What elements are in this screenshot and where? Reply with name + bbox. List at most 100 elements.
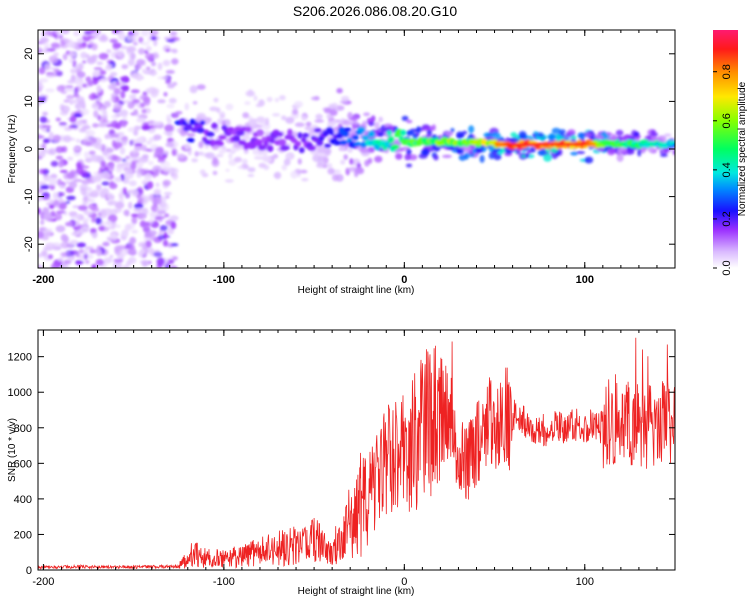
noise-blob — [163, 171, 169, 176]
track-core-blob — [300, 137, 307, 143]
noise-blob — [89, 40, 94, 45]
noise-blob — [133, 203, 144, 209]
noise-blob — [49, 177, 58, 186]
noise-blob — [127, 101, 135, 109]
spectrogram-x-label: Height of straight line (km) — [298, 285, 415, 296]
noise-blob — [93, 67, 103, 71]
x-tick-label: -100 — [213, 576, 235, 588]
noise-blob — [108, 200, 118, 206]
noise-blob — [67, 42, 77, 48]
track-halo-blob — [479, 154, 485, 163]
heatmap-area — [38, 30, 675, 268]
track-halo-blob — [660, 153, 668, 157]
track-halo-blob — [363, 112, 371, 117]
noise-blob — [88, 58, 98, 62]
noise-blob — [157, 157, 166, 163]
track-halo-blob — [175, 111, 183, 115]
noise-blob — [128, 180, 137, 186]
noise-blob — [75, 120, 84, 127]
noise-blob — [59, 169, 68, 173]
track-core-blob — [244, 126, 252, 133]
track-halo-blob — [255, 103, 263, 108]
noise-blob — [113, 258, 123, 263]
snr-y-label: SNR (10 * v/v) — [7, 418, 18, 482]
track-core-blob — [361, 135, 369, 141]
noise-blob — [71, 232, 79, 236]
track-halo-blob — [215, 154, 224, 158]
noise-blob — [131, 149, 140, 153]
track-core-blob — [184, 123, 193, 131]
track-halo-blob — [456, 148, 463, 155]
noise-blob — [74, 260, 84, 265]
noise-blob — [39, 116, 48, 124]
x-tick-label: -100 — [213, 274, 235, 286]
track-core-blob — [281, 145, 290, 151]
chart-title: S206.2026.086.08.20.G10 — [293, 3, 457, 19]
noise-blob — [70, 74, 76, 82]
noise-blob — [83, 151, 90, 159]
noise-blob — [87, 45, 92, 49]
noise-blob — [110, 51, 118, 59]
track-halo-blob — [359, 147, 370, 154]
track-halo-blob — [584, 156, 594, 164]
track-halo-blob — [354, 167, 364, 174]
noise-blob — [87, 80, 94, 85]
track-halo-blob — [426, 129, 433, 136]
noise-blob — [121, 158, 127, 163]
noise-blob — [97, 114, 102, 121]
colorbar-tick-label: 0.0 — [721, 260, 733, 275]
track-core-blob — [268, 137, 276, 144]
noise-blob — [157, 62, 163, 71]
noise-blob — [101, 187, 110, 195]
noise-blob — [79, 184, 89, 189]
track-core-blob — [206, 131, 215, 138]
noise-blob — [151, 61, 156, 67]
track-core-blob — [277, 138, 287, 147]
track-halo-blob — [332, 174, 339, 182]
noise-blob — [129, 162, 137, 170]
track-halo-blob — [450, 128, 455, 133]
noise-blob — [70, 68, 78, 74]
noise-blob — [57, 257, 64, 262]
noise-blob — [168, 97, 177, 104]
noise-blob — [130, 156, 140, 161]
track-halo-blob — [351, 115, 358, 122]
noise-blob — [133, 42, 138, 46]
noise-blob — [80, 188, 87, 195]
noise-blob — [58, 202, 67, 210]
track-core-blob — [316, 139, 324, 147]
noise-blob — [111, 120, 119, 128]
noise-blob — [96, 61, 104, 66]
noise-blob — [38, 181, 46, 185]
noise-blob — [78, 127, 87, 133]
noise-blob — [146, 181, 154, 190]
track-halo-blob — [245, 123, 250, 126]
noise-blob — [83, 195, 89, 203]
track-halo-blob — [374, 121, 380, 130]
noise-blob — [155, 146, 164, 154]
track-halo-blob — [257, 124, 263, 129]
noise-blob — [64, 38, 73, 44]
noise-blob — [127, 201, 133, 209]
noise-blob — [139, 102, 146, 108]
noise-blob — [125, 155, 130, 159]
track-halo-blob — [324, 107, 332, 114]
track-halo-blob — [237, 165, 244, 169]
noise-blob — [41, 235, 49, 241]
x-tick-label: 100 — [576, 274, 594, 286]
track-halo-blob — [186, 133, 196, 137]
noise-blob — [73, 113, 83, 118]
noise-blob — [58, 124, 68, 128]
noise-blob — [38, 253, 43, 258]
track-halo-blob — [350, 120, 359, 126]
noise-blob — [170, 221, 177, 230]
noise-blob — [109, 254, 114, 259]
noise-blob — [113, 103, 118, 108]
track-core-blob — [218, 134, 227, 140]
track-core-blob — [232, 135, 241, 143]
track-halo-blob — [349, 158, 354, 165]
noise-blob — [43, 228, 53, 232]
noise-blob — [143, 221, 151, 227]
noise-blob — [38, 67, 46, 75]
track-halo-blob — [445, 145, 456, 151]
